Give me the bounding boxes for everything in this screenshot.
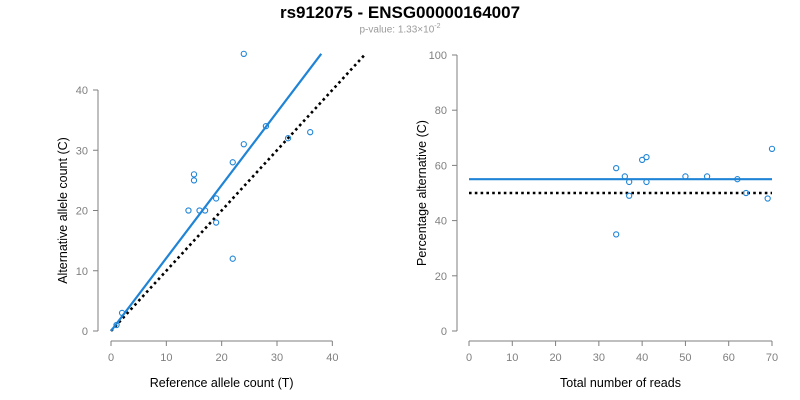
x-tick-label: 70 bbox=[766, 352, 778, 364]
data-point bbox=[190, 177, 198, 184]
data-point bbox=[113, 321, 120, 329]
data-point bbox=[212, 195, 220, 202]
data-point bbox=[229, 159, 236, 166]
y-tick-label: 0 bbox=[82, 326, 88, 338]
data-point bbox=[768, 145, 776, 152]
x-tick-label: 10 bbox=[160, 352, 172, 364]
y-tick-label: 10 bbox=[76, 266, 88, 278]
x-tick-label: 60 bbox=[723, 352, 735, 364]
x-axis-label: Reference allele count (T) bbox=[150, 376, 294, 390]
data-point bbox=[703, 173, 711, 180]
x-tick-label: 40 bbox=[636, 352, 648, 364]
data-point bbox=[284, 135, 292, 142]
data-point bbox=[240, 141, 247, 148]
data-point bbox=[190, 171, 198, 178]
x-tick-label: 50 bbox=[679, 352, 691, 364]
x-tick-label: 0 bbox=[108, 352, 114, 364]
data-point bbox=[613, 165, 620, 172]
y-tick-label: 40 bbox=[435, 216, 447, 228]
data-point bbox=[626, 192, 633, 199]
percentage-panel: 0 10 20 30 40 50 60 70 0 20 40 60 80 100 Total number … bbox=[415, 50, 778, 390]
fit-line bbox=[110, 53, 323, 332]
data-point bbox=[734, 176, 741, 183]
data-point bbox=[682, 173, 689, 180]
x-tick-label: 40 bbox=[326, 352, 338, 364]
data-point bbox=[643, 178, 650, 186]
y-axis-label: Alternative allele count (C) bbox=[56, 137, 70, 284]
data-point bbox=[212, 219, 220, 226]
data-point bbox=[742, 189, 750, 197]
y-tick-label: 20 bbox=[435, 271, 447, 283]
x-tick-label: 30 bbox=[271, 352, 283, 364]
data-point bbox=[229, 255, 236, 262]
y-tick-label: 20 bbox=[76, 206, 88, 218]
y-tick-label: 40 bbox=[76, 85, 88, 97]
data-point bbox=[307, 129, 314, 136]
data-point bbox=[201, 207, 209, 214]
data-point bbox=[185, 207, 192, 214]
data-point bbox=[613, 231, 620, 238]
data-point bbox=[643, 153, 650, 161]
y-tick-label: 60 bbox=[435, 160, 447, 172]
x-tick-label: 10 bbox=[506, 352, 518, 364]
y-axis-label: Percentage alternative (C) bbox=[415, 120, 429, 266]
x-tick-label: 30 bbox=[593, 352, 605, 364]
y-tick-label: 0 bbox=[441, 326, 447, 338]
x-tick-label: 20 bbox=[549, 352, 561, 364]
y-tick-label: 80 bbox=[435, 105, 447, 117]
chart-subtitle: p-value: 1.33×10-2 bbox=[0, 23, 800, 35]
x-axis-label: Total number of reads bbox=[560, 376, 681, 390]
data-point bbox=[262, 123, 270, 130]
y-tick-label: 30 bbox=[76, 145, 88, 157]
data-point bbox=[118, 309, 126, 317]
y-tick-label: 100 bbox=[429, 50, 447, 62]
chart-title: rs912075 - ENSG00000164007 bbox=[279, 3, 521, 22]
data-point bbox=[764, 195, 771, 202]
data-point bbox=[638, 156, 646, 164]
data-point bbox=[240, 50, 247, 57]
p-value-exponent: -2 bbox=[434, 23, 441, 30]
x-tick-label: 0 bbox=[466, 352, 472, 364]
reference-line bbox=[110, 52, 367, 332]
allele-count-panel: 0 10 20 30 40 0 10 20 30 40 Reference allele count… bbox=[56, 50, 367, 390]
data-point bbox=[626, 178, 633, 186]
p-value-text: p-value: 1.33×10 bbox=[359, 24, 435, 36]
data-point bbox=[621, 173, 628, 180]
x-tick-label: 20 bbox=[216, 352, 228, 364]
